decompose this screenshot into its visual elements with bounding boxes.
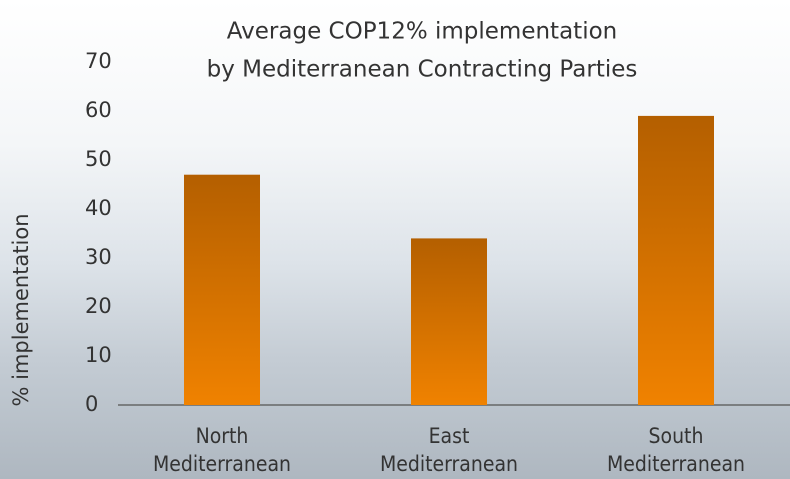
x-tick-label: South Mediterranean bbox=[601, 422, 751, 478]
y-tick-label: 50 bbox=[85, 147, 112, 171]
y-tick-label: 30 bbox=[85, 245, 112, 269]
y-axis-label: % implementation bbox=[9, 213, 33, 406]
bar bbox=[411, 238, 487, 405]
bar bbox=[638, 116, 714, 405]
chart: Average COP12% implementation by Mediter… bbox=[0, 0, 790, 479]
bar bbox=[184, 175, 260, 405]
y-tick-label: 40 bbox=[85, 196, 112, 220]
chart-subtitle: by Mediterranean Contracting Parties bbox=[207, 57, 638, 83]
x-tick-label: North Mediterranean bbox=[147, 422, 297, 478]
page: Average COP12% implementation by Mediter… bbox=[0, 0, 790, 479]
y-tick-label: 60 bbox=[85, 98, 112, 122]
y-tick-label: 0 bbox=[85, 392, 98, 416]
y-tick-label: 10 bbox=[85, 343, 112, 367]
y-tick-label: 70 bbox=[85, 49, 112, 73]
chart-title: Average COP12% implementation bbox=[227, 19, 617, 45]
y-tick-label: 20 bbox=[85, 294, 112, 318]
x-tick-label: East Mediterranean bbox=[374, 422, 524, 478]
